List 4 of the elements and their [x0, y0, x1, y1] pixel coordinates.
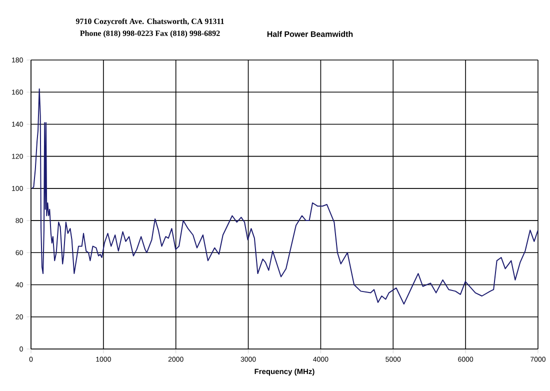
text: 9710 Cozycroft Ave. Chatsworth, CA 91311: [76, 18, 224, 26]
text: Phone (818) 998-0223 Fax (818) 998-6892: [80, 30, 220, 38]
line-series: [32, 88, 538, 305]
chart-title: Half Power Beamwidth: [267, 31, 353, 37]
